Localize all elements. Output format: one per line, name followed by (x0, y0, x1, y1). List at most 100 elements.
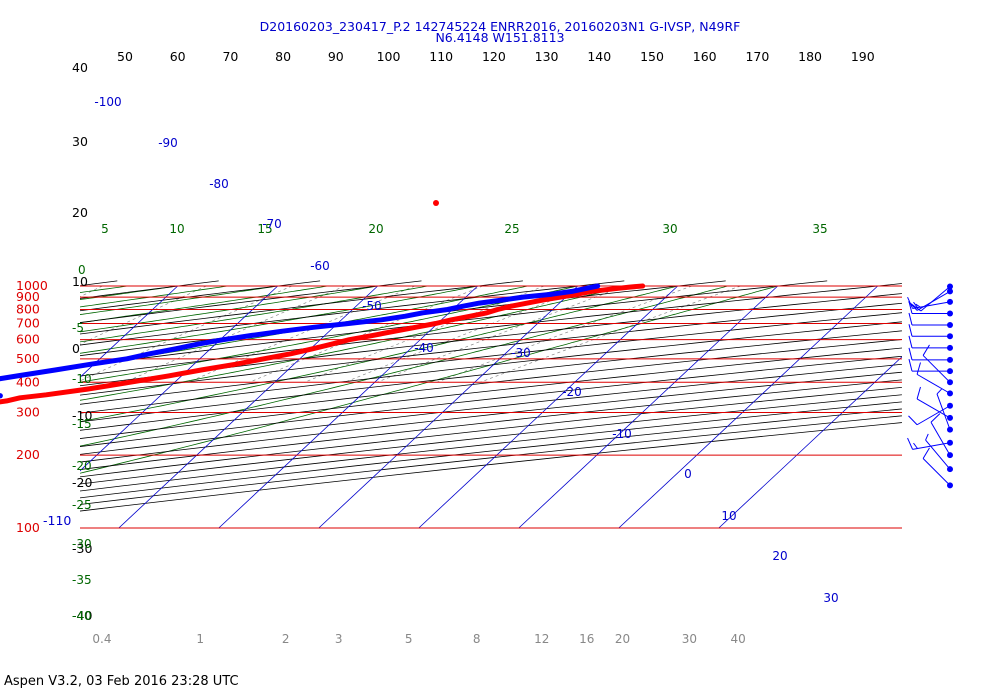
pressure-tick-label: 400 (16, 374, 40, 389)
dry-adiabat-line (0, 281, 16, 539)
moist-adiabat-line (80, 285, 228, 308)
height-label: -20 (72, 475, 92, 490)
chart-subtitle: N6.4148 W151.8113 (435, 30, 565, 45)
wind-barb-staff (916, 398, 951, 419)
wind-barb-flag (908, 301, 913, 314)
dry-adiabat-line (80, 280, 219, 299)
temperature-point (433, 200, 439, 206)
dry-adiabats (0, 280, 902, 539)
isotherm-label: 30 (823, 591, 838, 605)
wind-barb-staff (916, 373, 951, 394)
dry-adiabat-line (80, 280, 828, 367)
top-scale-label: 100 (377, 49, 401, 64)
isotherm-label: -110 (43, 513, 71, 528)
top-scale-label: 90 (328, 49, 344, 64)
pressure-tick-label: 1000 (16, 278, 48, 293)
isotherm-label: 10 (721, 509, 736, 523)
moist-adiabats (80, 285, 778, 474)
moist-adiabat-line (80, 285, 428, 343)
dry-adiabat-line (80, 355, 902, 447)
dry-adiabat-line (80, 321, 902, 414)
wind-barb-flag (913, 442, 918, 449)
moist-adiabat-label: -15 (72, 417, 92, 431)
wind-barb-flag (908, 335, 913, 349)
dry-adiabat-line (80, 347, 902, 439)
dry-adiabat-line (80, 312, 902, 405)
wind-barb-flag (907, 437, 914, 450)
top-scale-label: 60 (170, 49, 186, 64)
mixing-ratio-label: 5 (405, 632, 413, 646)
dry-adiabat-line (80, 415, 902, 505)
wind-barb-flag (908, 415, 918, 426)
dewpoint-profile-line (0, 283, 601, 382)
mixing-ratio-label: 8 (473, 632, 481, 646)
wind-barb-staff (936, 393, 951, 430)
moist-adiabat-label: 10 (169, 222, 184, 236)
moist-adiabat-label: -5 (72, 321, 84, 335)
dry-adiabat-line (80, 371, 902, 463)
moist-adiabat-label: -40 (72, 609, 92, 623)
isotherm-label: 0 (684, 467, 692, 481)
top-scale-label: 80 (275, 49, 291, 64)
wind-barb-flag (908, 312, 913, 326)
top-scale-label: 50 (117, 49, 133, 64)
wind-barb-staff (922, 458, 951, 486)
wind-barb-flag (930, 413, 941, 423)
moist-adiabat-label: 25 (504, 222, 519, 236)
top-scale-label: 140 (587, 49, 611, 64)
wind-barb-staff (912, 301, 951, 309)
isotherm-line (80, 285, 278, 472)
moist-adiabat-line (80, 285, 678, 423)
isotherm-line (418, 285, 678, 529)
wind-barb-flag (925, 433, 929, 441)
top-scale-label: 130 (535, 49, 559, 64)
top-scale-label: 110 (429, 49, 453, 64)
dry-adiabat-line (80, 386, 902, 478)
top-scale-label: 160 (693, 49, 717, 64)
dry-adiabat-line (80, 330, 902, 423)
moist-adiabat-line (80, 285, 478, 354)
wind-barb-flag (908, 324, 913, 337)
moist-adiabat-label: 30 (662, 222, 677, 236)
pressure-tick-label: 300 (16, 405, 40, 420)
moist-adiabat-line (80, 285, 378, 333)
dry-adiabat-line (80, 339, 902, 431)
moist-adiabat-label: 15 (257, 222, 272, 236)
mixing-ratio-label: 40 (730, 632, 745, 646)
dry-adiabat-line (80, 401, 902, 492)
moist-adiabat-label: 0 (78, 263, 86, 277)
chart-title: D20160203_230417_P.2 142745224 ENRR2016,… (259, 19, 741, 34)
moist-adiabat-line (80, 285, 278, 315)
isotherm-label: -100 (94, 95, 121, 109)
moist-adiabat-label: 20 (368, 222, 383, 236)
moist-adiabat-label: -10 (72, 372, 92, 386)
mixing-ratio-label: 16 (579, 632, 594, 646)
moist-adiabat-label: 35 (812, 222, 827, 236)
dry-adiabat-line (80, 280, 422, 323)
wind-barb-flag (916, 386, 921, 400)
mixing-ratio-label: 12 (534, 632, 549, 646)
dry-adiabat-line (80, 302, 902, 396)
mixing-ratio-label: 30 (682, 632, 697, 646)
isotherm-line (618, 285, 878, 529)
height-label: -40 (72, 608, 92, 623)
height-label: 0 (72, 341, 80, 356)
wind-barb-flag (908, 301, 918, 311)
wind-barb-flag (936, 388, 942, 395)
temperature-profile-line (0, 283, 646, 405)
dry-adiabat-line (80, 280, 321, 312)
moist-adiabat-label: -35 (72, 573, 92, 587)
height-label: 30 (72, 134, 88, 149)
height-label: -10 (72, 408, 92, 423)
isotherm-line (718, 356, 902, 529)
wind-barb-flag (922, 447, 930, 459)
wind-barb-staff (925, 439, 951, 470)
moist-adiabat-label: 5 (101, 222, 109, 236)
moist-adiabat-label: -25 (72, 498, 92, 512)
moist-adiabat-line (80, 285, 528, 368)
top-scale-label: 170 (745, 49, 769, 64)
pressure-tick-label: 700 (16, 315, 40, 330)
mixing-ratio-label: 0.4 (92, 632, 111, 646)
